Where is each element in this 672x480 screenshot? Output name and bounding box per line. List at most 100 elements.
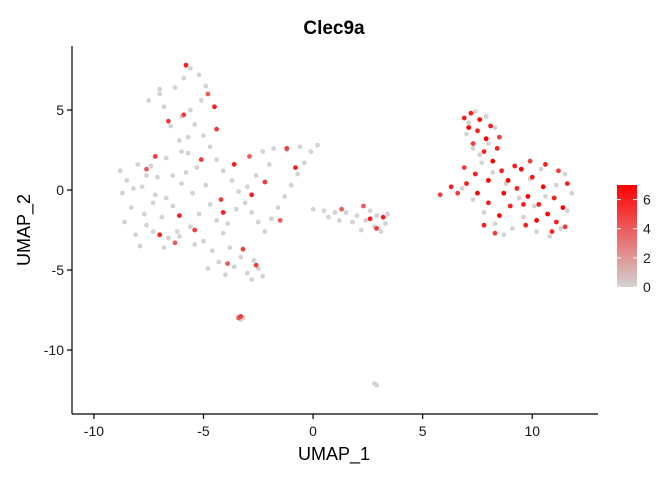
cell-point [212, 104, 217, 110]
cell-point [201, 133, 206, 139]
cell-point [163, 155, 169, 161]
cell-point [159, 214, 165, 220]
cell-point [262, 229, 268, 235]
cell-point [475, 190, 480, 196]
cell-point [461, 115, 467, 121]
cell-point [523, 222, 529, 228]
cell-point [161, 104, 167, 110]
cell-point [321, 208, 327, 214]
cell-point [214, 126, 220, 132]
cell-point [464, 181, 469, 187]
cell-point [249, 277, 255, 282]
cell-point [483, 136, 489, 142]
cell-point [179, 149, 185, 155]
cell-point [198, 157, 204, 163]
cell-point [275, 205, 281, 211]
cell-point [470, 146, 476, 151]
cell-point [358, 227, 364, 233]
cell-point [249, 210, 255, 215]
cell-point [240, 246, 246, 252]
cell-point [249, 192, 255, 198]
x-tick-label: -10 [84, 423, 104, 439]
cell-point [155, 174, 160, 180]
cell-point [437, 192, 443, 198]
cell-point [350, 219, 355, 225]
cell-point [288, 182, 294, 188]
cell-point [172, 240, 178, 246]
cell-point [172, 85, 178, 90]
cell-point [514, 186, 520, 191]
cell-point [521, 202, 526, 207]
cell-point [492, 221, 498, 227]
cell-point [144, 166, 149, 172]
cell-point [170, 173, 176, 179]
legend-tick-label: 0 [643, 279, 651, 295]
cell-point [448, 184, 454, 190]
cell-point [374, 382, 379, 388]
cell-point [343, 210, 349, 215]
cell-point [185, 134, 191, 140]
cell-point [472, 109, 478, 114]
cell-point [227, 245, 233, 251]
cell-point [203, 182, 209, 188]
cell-point [133, 232, 139, 238]
cell-point [490, 170, 496, 175]
cell-point [194, 165, 200, 171]
cell-point [494, 146, 500, 151]
cell-point [529, 174, 535, 180]
cell-point [481, 149, 487, 155]
cell-point [558, 226, 564, 231]
cell-point [527, 158, 533, 164]
cell-point [277, 218, 283, 223]
cell-point [185, 150, 191, 156]
cell-point [554, 182, 559, 188]
cell-point [253, 173, 259, 179]
legend-colorbar [617, 185, 637, 287]
cell-point [161, 245, 167, 251]
cell-point [144, 173, 149, 179]
cell-point [569, 190, 575, 196]
cell-point [260, 149, 266, 155]
cell-point [532, 203, 537, 209]
cell-point [271, 146, 276, 151]
cell-point [188, 224, 193, 230]
y-tick-label: -5 [52, 262, 65, 278]
cell-point [166, 235, 171, 241]
cell-point [181, 112, 187, 118]
cell-point [152, 154, 158, 159]
cell-point [297, 144, 303, 150]
cell-point [260, 274, 266, 279]
cell-point [205, 91, 211, 97]
cell-point [562, 224, 568, 230]
cell-point [282, 194, 287, 199]
cell-point [354, 213, 360, 219]
cell-point [486, 141, 491, 147]
cell-point [468, 110, 474, 116]
cell-point [385, 211, 390, 217]
cell-point [203, 83, 209, 89]
cell-point [562, 171, 568, 177]
x-tick-label: 5 [419, 423, 427, 439]
cell-point [461, 165, 467, 171]
cell-point [166, 118, 171, 124]
cell-point [124, 178, 130, 183]
cell-point [146, 98, 152, 103]
cell-point [229, 178, 235, 183]
cell-point [337, 218, 342, 223]
cell-point [148, 163, 154, 169]
cell-point [170, 203, 176, 209]
cell-point [310, 206, 316, 212]
cell-point [479, 160, 485, 166]
cell-point [214, 218, 220, 223]
y-axis-title: UMAP_2 [14, 194, 35, 266]
cell-point [363, 218, 369, 223]
cell-point [244, 184, 250, 190]
cell-point [547, 234, 553, 239]
cell-point [477, 117, 483, 122]
legend-tick-label: 4 [643, 221, 651, 237]
cell-point [545, 211, 550, 217]
cell-point [512, 163, 518, 169]
cell-point [497, 213, 502, 219]
cell-point [196, 72, 202, 78]
